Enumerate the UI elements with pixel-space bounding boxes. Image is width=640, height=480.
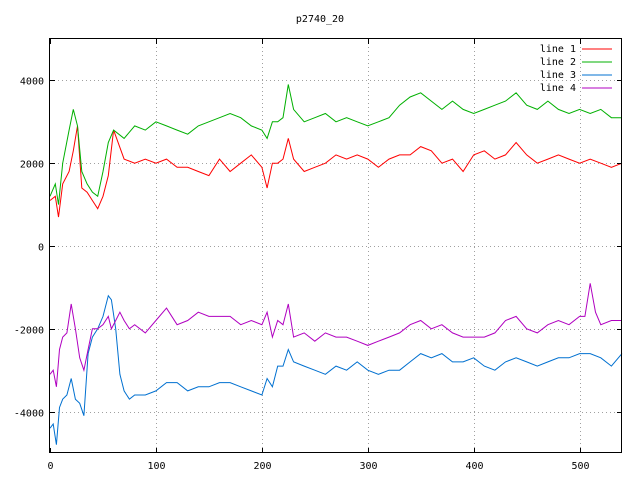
series-line-3	[49, 294, 623, 445]
x-tick-label: 300	[359, 461, 377, 472]
legend-label-1: line 1	[540, 44, 576, 55]
x-tick-label: 100	[147, 461, 165, 472]
grid	[50, 39, 622, 453]
plot-frame	[49, 38, 622, 453]
x-tick-label: 0	[47, 461, 53, 472]
series-line-2	[49, 84, 622, 205]
y-tick-label: -4000	[14, 409, 44, 420]
series-group	[49, 84, 623, 445]
chart-title: p2740_20	[296, 14, 344, 25]
y-tick-label: 2000	[20, 160, 44, 171]
legend-label-4: line 4	[540, 83, 576, 94]
legend: line 1 line 2 line 3 line 4	[540, 44, 612, 94]
legend-label-2: line 2	[540, 57, 576, 68]
series-line-4	[49, 283, 622, 387]
y-tick-label: 4000	[20, 77, 44, 88]
y-tick-label: -2000	[14, 326, 44, 337]
y-tick-label: 0	[38, 243, 44, 254]
series-line-1	[49, 125, 623, 218]
axis-ticks: 0 100 200 300 400 500 -4000 -2000 0 2000 4000	[14, 39, 622, 472]
x-tick-label: 400	[465, 461, 483, 472]
x-tick-label: 500	[571, 461, 589, 472]
legend-label-3: line 3	[540, 70, 576, 81]
x-tick-label: 200	[253, 461, 271, 472]
